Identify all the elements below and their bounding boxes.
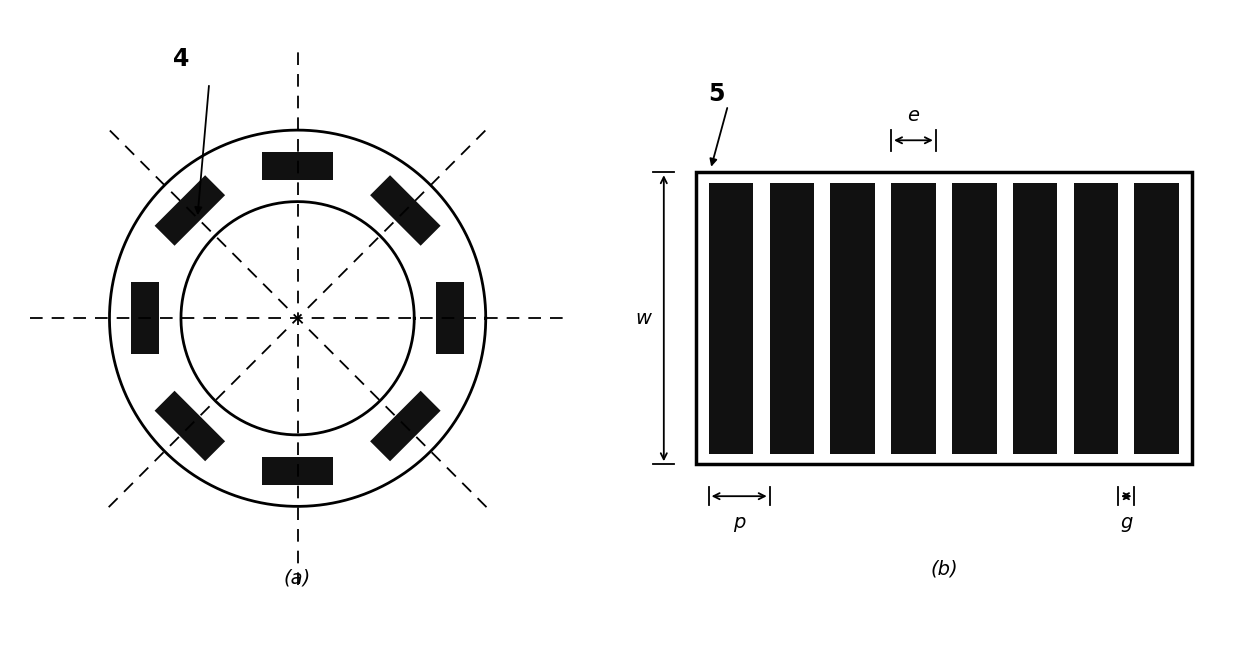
Polygon shape bbox=[436, 282, 464, 354]
Bar bbox=[696, 172, 1192, 464]
Text: e: e bbox=[908, 106, 919, 125]
Text: (a): (a) bbox=[284, 568, 311, 587]
Text: (b): (b) bbox=[930, 560, 957, 579]
Text: p: p bbox=[733, 513, 745, 532]
Text: w: w bbox=[635, 309, 651, 328]
Bar bbox=[709, 183, 753, 453]
Polygon shape bbox=[262, 457, 334, 485]
Polygon shape bbox=[155, 391, 226, 461]
Bar bbox=[952, 183, 997, 453]
Polygon shape bbox=[370, 391, 440, 461]
Bar bbox=[1135, 183, 1179, 453]
Polygon shape bbox=[370, 175, 440, 246]
Polygon shape bbox=[155, 175, 226, 246]
Bar bbox=[1074, 183, 1118, 453]
Bar bbox=[1013, 183, 1058, 453]
Text: 4: 4 bbox=[172, 46, 190, 71]
Text: g: g bbox=[1120, 513, 1132, 532]
Polygon shape bbox=[131, 282, 159, 354]
Bar bbox=[892, 183, 936, 453]
Bar bbox=[831, 183, 875, 453]
Text: 5: 5 bbox=[708, 82, 724, 105]
Polygon shape bbox=[262, 152, 334, 180]
Bar bbox=[770, 183, 813, 453]
